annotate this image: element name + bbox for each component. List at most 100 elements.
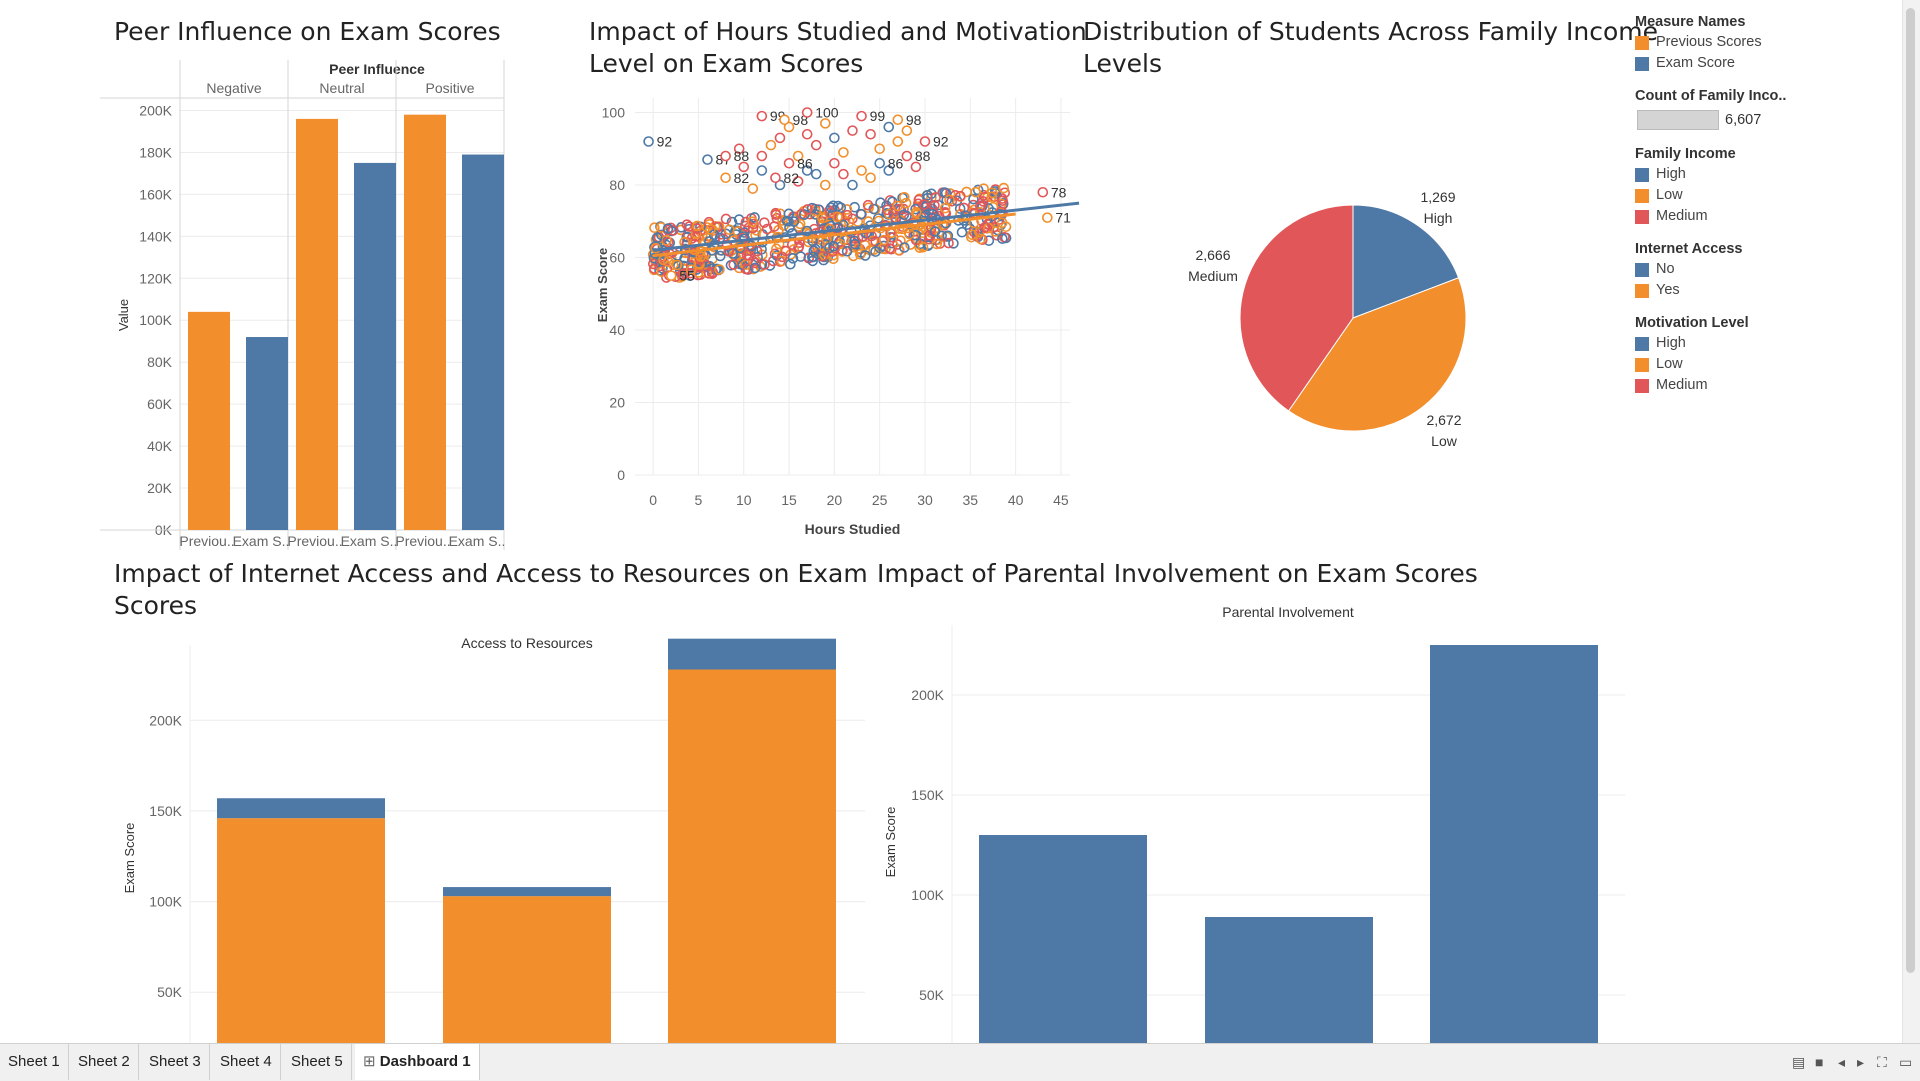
hours-labeled-point [919,136,931,147]
internet-bar-segment-yes [217,818,385,1043]
hours-point [854,248,866,260]
scrollbar-thumb[interactable] [1906,8,1915,973]
parental-involvement-chart[interactable]: Parental Involvement 50K 100K 150K 200K Exam … [875,595,1635,1043]
hours-labeled-point [1037,186,1049,198]
tab-dashboard-1[interactable]: ⊞ Dashboard 1 [355,1044,480,1080]
hours-point [877,236,889,247]
hours-point [685,264,697,276]
hours-point [756,165,768,176]
legend-item-income-medium[interactable]: Medium [1635,206,1895,227]
hours-point [648,258,659,270]
hours-studied-scatter-chart[interactable]: 0 20 40 60 80 100 0 5 10 15 20 25 30 35 40 45 Hours Stud… [585,90,1080,550]
internet-bar-segment-no [443,887,611,897]
hours-labeled-point [702,154,713,165]
hours-point [917,241,929,253]
peer-x-tick-label: Exam S.. [449,533,506,549]
hours-point [948,238,959,249]
hours-point [898,209,910,221]
hours-point [695,251,707,263]
hours-point [765,139,777,151]
legend-item-internet-yes[interactable]: Yes [1635,280,1895,301]
hours-point [785,258,796,270]
tab-sheet-1[interactable]: Sheet 1 [0,1044,69,1080]
hours-point [741,249,753,261]
hours-y-tick-label: 80 [609,177,625,193]
hours-point [955,190,966,202]
fullscreen-icon[interactable]: ⛶ [1877,1054,1887,1070]
legend-item-exam-score[interactable]: Exam Score [1635,53,1895,74]
hours-point [883,121,895,133]
tab-sheet-3[interactable]: Sheet 3 [141,1044,210,1080]
hours-point [662,236,674,248]
show-filmstrip-icon[interactable]: ▤ [1792,1054,1806,1070]
tab-sheet-4[interactable]: Sheet 4 [212,1044,281,1080]
hours-point [970,186,982,198]
hours-point [661,235,672,246]
legend-item-previous-scores[interactable]: Previous Scores [1635,32,1895,53]
hours-point [774,179,786,191]
hours-point [683,221,695,232]
hours-point [681,219,693,230]
legend-item-income-high[interactable]: High [1635,164,1895,185]
presentation-mode-icon[interactable]: ▭ [1899,1054,1913,1070]
peer-x-tick-label: Previou.. [179,533,234,549]
hours-point [783,208,795,220]
hours-point [856,165,867,176]
hours-point [769,248,781,260]
internet-title-line-1: Impact of Internet Access and Access to … [114,559,868,588]
peer-x-tick-label: Exam S.. [341,533,398,549]
hours-title-line-2: Level on Exam Scores [589,49,864,78]
hours-x-tick-label: 10 [736,492,752,508]
hours-labeled-point [720,172,731,184]
internet-bar-segment-no [217,798,385,819]
peer-y-tick-label: 140K [139,228,172,244]
hours-point [807,251,819,263]
hours-y-axis-label: Exam Score [595,248,610,322]
hours-point [855,208,867,220]
hours-point [742,264,754,275]
hours-point [806,202,818,214]
hours-point [705,224,716,235]
hours-point [899,242,910,253]
hours-data-label: 100 [815,105,839,121]
previous-sheet-icon[interactable]: ◂ [1838,1054,1846,1070]
hours-point [792,176,804,187]
hours-point [917,227,929,239]
peer-influence-chart[interactable]: Peer Influence0K20K40K60K80K100K120K140K… [100,55,585,550]
peer-bar [404,114,446,530]
hours-point [692,220,703,232]
internet-y-axis-label: Exam Score [122,823,137,894]
hours-point [714,250,726,262]
hours-point [929,226,941,237]
hours-x-tick-label: 35 [963,492,979,508]
internet-access-chart[interactable]: Access to Resources 50K 100K 150K 200K Exam S… [100,625,870,1043]
show-tabs-icon[interactable]: ■ [1815,1054,1824,1070]
peer-y-tick-label: 20K [147,480,173,496]
hours-point [813,204,824,215]
parental-y-axis-label: Exam Score [883,807,898,878]
hours-point [841,246,853,257]
legend-item-internet-no[interactable]: No [1635,259,1895,280]
parental-chart-title: Impact of Parental Involvement on Exam S… [877,559,1478,588]
tab-sheet-2[interactable]: Sheet 2 [70,1044,139,1080]
legend-item-motivation-low[interactable]: Low [1635,354,1895,375]
peer-bar [188,311,230,530]
pie-slice-high [1352,204,1460,319]
tab-label: Sheet 2 [78,1053,130,1070]
pie-slice-medium [1239,204,1354,412]
hours-point [946,195,958,207]
legend-item-motivation-high[interactable]: High [1635,333,1895,354]
next-sheet-icon[interactable]: ▸ [1857,1054,1865,1070]
legend-item-label: Exam Score [1656,55,1735,71]
legend-item-motivation-medium[interactable]: Medium [1635,375,1895,396]
legend-item-income-low[interactable]: Low [1635,185,1895,206]
parental-y-tick-label: 50K [919,987,945,1003]
tab-sheet-5[interactable]: Sheet 5 [283,1044,352,1080]
hours-labeled-point [874,157,885,169]
hours-point [944,188,956,199]
legend-panel: Measure Names Previous Scores Exam Score… [1635,12,1895,396]
parental-header-label: Parental Involvement [1222,604,1354,620]
hours-trend-line [652,201,1080,252]
tab-label: Sheet 1 [8,1053,60,1070]
family-income-pie-chart[interactable]: 1,269 High 2,672 Low 2,666 Medium [1160,165,1490,475]
